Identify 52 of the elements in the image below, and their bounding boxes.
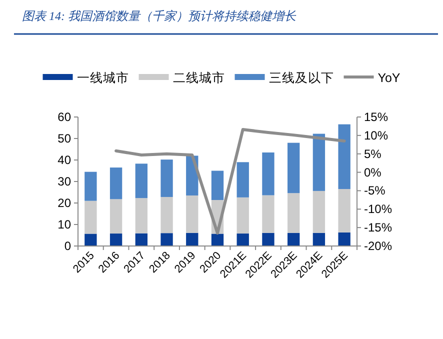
bar xyxy=(312,190,326,233)
y2-tick-label: 5% xyxy=(364,146,382,161)
bar xyxy=(135,233,148,246)
bar xyxy=(135,164,148,198)
bar xyxy=(338,232,350,246)
y-tick-label: 20 xyxy=(58,196,72,210)
bar xyxy=(110,234,122,246)
bar xyxy=(262,232,274,246)
bar xyxy=(211,234,224,246)
bar xyxy=(288,193,300,233)
y2-tick-label: 15% xyxy=(364,110,388,124)
bar xyxy=(135,198,148,234)
legend-label: YoY xyxy=(378,71,401,85)
bar xyxy=(312,134,326,191)
bar xyxy=(160,160,173,197)
y-tick-label: 0 xyxy=(64,239,72,253)
bar xyxy=(288,142,300,194)
y2-tick-label: 10% xyxy=(364,128,388,142)
bar xyxy=(236,162,249,198)
chart-title: 图表 14: 我国酒馆数量（千家）预计将持续稳健增长 xyxy=(22,9,297,23)
bar xyxy=(160,196,173,234)
y2-tick-label: -15% xyxy=(364,220,392,235)
bar xyxy=(110,168,122,200)
y-tick-label: 60 xyxy=(58,110,72,124)
bar xyxy=(262,195,274,233)
y-tick-label: 30 xyxy=(58,174,72,188)
bar xyxy=(262,152,274,196)
bar xyxy=(84,200,97,234)
legend-label: 一线城市 xyxy=(76,71,129,85)
y-tick-label: 40 xyxy=(58,153,72,167)
y2-tick-label: -5% xyxy=(364,184,386,198)
bar xyxy=(160,233,173,246)
bar xyxy=(186,195,198,233)
bar xyxy=(338,189,350,232)
bar xyxy=(236,197,249,234)
y2-tick-label: 0% xyxy=(364,165,382,180)
bar xyxy=(288,232,300,246)
bar xyxy=(236,234,249,246)
y-tick-label: 50 xyxy=(58,132,72,146)
bar xyxy=(84,172,97,201)
legend-label: 二线城市 xyxy=(172,71,225,85)
y2-tick-label: -10% xyxy=(364,202,392,216)
y-tick-label: 10 xyxy=(58,218,72,232)
bar xyxy=(186,232,198,246)
bar xyxy=(338,124,350,190)
bar xyxy=(312,232,326,246)
bar xyxy=(110,199,122,234)
bar xyxy=(211,170,224,200)
line-series xyxy=(114,128,346,235)
legend-label: 三线及以下 xyxy=(268,71,334,85)
y2-tick-label: -20% xyxy=(364,239,392,253)
bar xyxy=(84,234,97,246)
